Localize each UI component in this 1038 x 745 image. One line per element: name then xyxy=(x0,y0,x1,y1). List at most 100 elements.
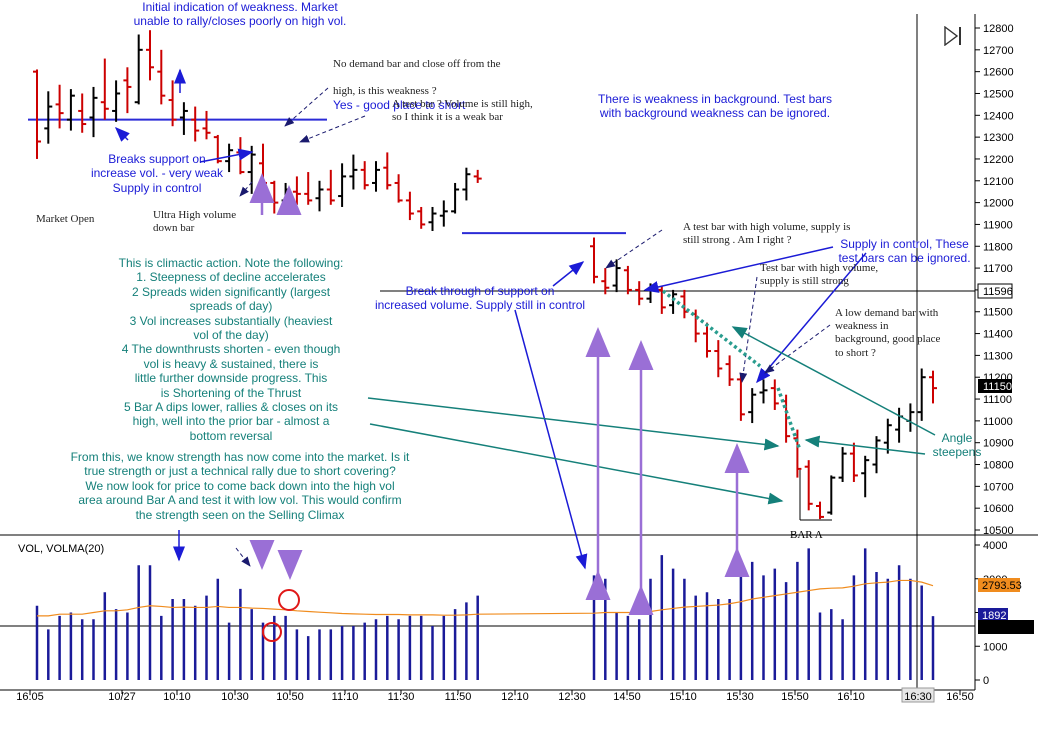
ohlc-bar xyxy=(895,407,904,443)
arrow-test-high-vol-2 xyxy=(739,276,758,383)
price-tick-label: 12200 xyxy=(983,154,1014,166)
ohlc-bar xyxy=(349,154,358,190)
ohlc-bar xyxy=(270,180,279,214)
annotation-low-demand: A low demand bar with weakness in backgr… xyxy=(835,307,941,359)
price-axis: 12800 12700 12600 12500 12400 12300 12200 12100… xyxy=(975,23,1014,537)
ohlc-bars xyxy=(33,30,937,520)
arrow-volume-dash xyxy=(235,547,251,567)
ohlc-bar xyxy=(44,91,53,144)
annotation-angle: Angle steepens xyxy=(932,431,982,460)
circle-no-demand-vol xyxy=(278,589,300,611)
ohlc-bar xyxy=(157,49,166,105)
ohlc-bar xyxy=(89,86,98,138)
price-tick-label: 12500 xyxy=(983,88,1014,100)
ohlc-bar xyxy=(827,475,836,515)
ohlc-bar xyxy=(838,447,847,482)
ohlc-bar xyxy=(669,289,678,314)
time-tick-label: 14:50 xyxy=(613,691,641,703)
annotation-test-high-vol-2: Test bar with high volume, supply is sti… xyxy=(760,262,879,288)
price-tick-label: 10800 xyxy=(983,460,1014,472)
ohlc-bar xyxy=(917,368,926,421)
ohlc-bar xyxy=(315,180,324,212)
time-tick-label: 15:10 xyxy=(669,691,697,703)
time-tick-label: 10:50 xyxy=(276,691,304,703)
time-tick-label: 11:50 xyxy=(445,691,472,703)
trend-dotted-lines xyxy=(661,289,802,451)
time-tick-label: 16:50 xyxy=(946,691,974,703)
annotation-no-demand-answer: Yes - good place to short xyxy=(333,98,466,113)
volume-marker-last: 1892 xyxy=(978,608,1008,622)
ohlc-bar xyxy=(601,268,610,295)
bar-a-bracket xyxy=(799,470,832,521)
annotation-no-demand-question: high, is this weakness ? xyxy=(333,85,437,98)
price-tick-label: 10500 xyxy=(983,525,1014,537)
ohlc-bar xyxy=(383,152,392,190)
time-tick-label: 10:30 xyxy=(221,691,249,703)
ohlc-bar xyxy=(646,283,655,304)
price-tick-label: 12400 xyxy=(983,110,1014,122)
ohlc-bar xyxy=(372,161,380,192)
price-tick-label: 11700 xyxy=(983,263,1013,275)
price-tick-label: 11400 xyxy=(983,329,1013,341)
annotation-break-through: Break through of support on increased vo… xyxy=(374,284,586,313)
price-tick-label: 12800 xyxy=(983,23,1014,35)
ohlc-bar xyxy=(906,403,915,432)
annotation-supply-control-test: Supply in control, These test bars can b… xyxy=(838,237,971,266)
price-tick-label: 12300 xyxy=(983,132,1014,144)
time-tick-label: 12:10 xyxy=(501,691,529,703)
volma-marker-text: 2793.53 xyxy=(982,580,1022,592)
ohlc-bar xyxy=(168,80,177,127)
time-tick-label: 11:30 xyxy=(388,691,415,703)
price-marker-last-text: 11150 xyxy=(983,381,1012,393)
ohlc-bar xyxy=(590,237,598,284)
ohlc-bar xyxy=(78,93,87,133)
arrow-supply-control-2 xyxy=(756,252,867,384)
price-tick-label: 11300 xyxy=(983,350,1013,362)
ohlc-bar xyxy=(191,106,200,142)
ohlc-bar xyxy=(612,259,621,293)
arrow-angle-lower xyxy=(804,435,926,455)
volume-marker-bar xyxy=(978,620,1034,634)
support-lines xyxy=(28,118,626,235)
arrow-bar-a xyxy=(369,423,784,505)
ohlc-bar xyxy=(714,340,723,378)
play-to-end-icon[interactable] xyxy=(944,25,962,47)
volume-circles xyxy=(262,589,300,642)
ohlc-bar xyxy=(473,169,482,183)
time-tick-label: 10/27 xyxy=(108,691,136,703)
price-tick-label: 12700 xyxy=(983,45,1014,57)
ohlc-bar xyxy=(770,379,779,410)
ohlc-bar xyxy=(703,322,711,358)
arrow-shortening-thrust xyxy=(367,397,780,451)
ohlc-bar xyxy=(292,176,301,205)
ohlc-bar xyxy=(66,89,75,131)
ohlc-bar xyxy=(929,370,937,404)
ohlc-bar xyxy=(725,355,734,386)
annotation-breaks-support: Breaks support on increase vol. - very w… xyxy=(90,152,224,195)
annotation-background-weakness: There is weakness in background. Test ba… xyxy=(598,92,832,121)
ohlc-bar xyxy=(394,174,403,203)
arrow-test-bar xyxy=(299,115,366,143)
ohlc-bar xyxy=(439,200,448,227)
time-tick-label: 11:10 xyxy=(332,691,359,703)
ohlc-bar xyxy=(100,58,109,120)
ohlc-bar xyxy=(872,436,881,474)
ohlc-bar xyxy=(816,501,824,520)
blue-arrows xyxy=(114,68,867,570)
ohlc-bar xyxy=(657,285,666,314)
annotation-climactic: This is climactic action. Note the follo… xyxy=(118,256,344,443)
volma-marker: 2793.53 xyxy=(978,578,1022,592)
ohlc-bar xyxy=(428,206,437,231)
price-tick-label: 10900 xyxy=(983,438,1014,450)
volma-line xyxy=(37,579,934,617)
price-tick-label: 11500 xyxy=(983,307,1013,319)
annotation-market-open: Market Open xyxy=(36,213,95,225)
ohlc-bar xyxy=(417,206,426,229)
indicator-label: VOL, VOLMA(20) xyxy=(18,543,105,555)
ohlc-bar xyxy=(748,388,757,424)
ohlc-bar xyxy=(338,163,347,207)
annotation-no-demand-line2: high, is this weakness ? Yes - good plac… xyxy=(333,72,465,114)
price-marker-last: 11150 xyxy=(978,379,1012,393)
ohlc-bar xyxy=(326,169,335,205)
